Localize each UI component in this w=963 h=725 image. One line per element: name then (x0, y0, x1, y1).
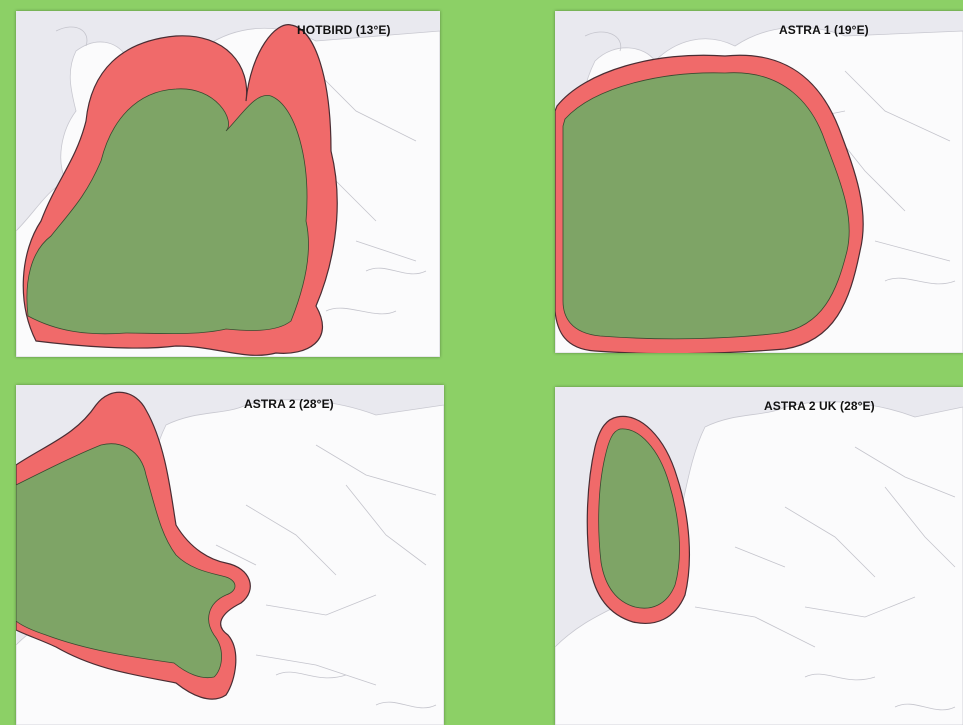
inner-coverage-zone (598, 428, 680, 609)
coastline-lines (275, 671, 437, 709)
panel-title: ASTRA 2 UK (28°E) (764, 399, 875, 413)
footprint-map-hotbird: HOTBIRD (13°E) (16, 11, 440, 357)
map-canvas (16, 385, 444, 725)
map-canvas (16, 11, 440, 357)
border-lines (215, 444, 437, 686)
map-canvas (555, 387, 963, 725)
panel-title: ASTRA 1 (19°E) (779, 23, 869, 37)
map-canvas (555, 11, 963, 353)
inner-coverage-zone (16, 443, 236, 679)
border-lines (694, 446, 956, 648)
inner-coverage-zone (26, 88, 309, 335)
footprint-map-astra-2: ASTRA 2 (28°E) (16, 385, 444, 725)
inner-coverage-zone (562, 72, 850, 340)
footprint-map-astra-1: ASTRA 1 (19°E) (555, 11, 963, 353)
coastline-lines (804, 673, 956, 711)
footprint-map-astra-2-uk: ASTRA 2 UK (28°E) (555, 387, 963, 725)
panel-title: HOTBIRD (13°E) (297, 23, 391, 37)
coastline-lines (55, 26, 427, 315)
coastline-lines (584, 31, 956, 285)
panel-title: ASTRA 2 (28°E) (244, 397, 334, 411)
